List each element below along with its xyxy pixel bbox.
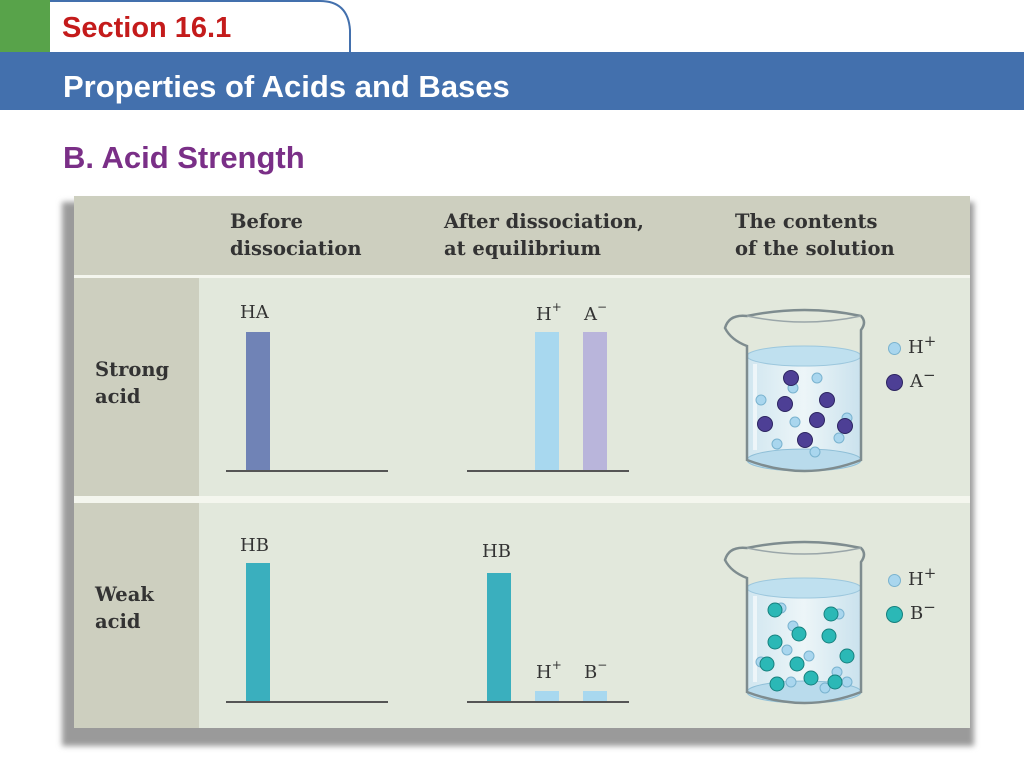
particle-a-minus-icon <box>886 373 903 391</box>
bar-hb-before <box>246 563 270 701</box>
species-label-a-minus: A− <box>584 300 608 325</box>
particle-b-minus <box>789 656 805 672</box>
particle-b-minus <box>803 670 819 686</box>
particle-h-plus-icon <box>888 573 901 587</box>
particle-h-plus <box>819 682 831 694</box>
title-bar <box>0 52 1024 110</box>
row-label-strong-acid: Strong acid <box>95 358 170 408</box>
column-header-contents: The contents of the solution <box>735 210 895 260</box>
header-band <box>74 196 970 275</box>
row-label-weak-acid: Weak acid <box>95 583 154 633</box>
particle-a-minus <box>837 418 853 434</box>
particle-a-minus <box>757 416 773 432</box>
species-label-ha: HA <box>240 302 269 323</box>
particle-b-minus-icon <box>886 605 903 623</box>
species-label-b-minus: B− <box>584 658 608 683</box>
baseline-strong-after <box>467 470 629 472</box>
particle-h-plus <box>781 644 793 656</box>
section-number: Section 16.1 <box>62 12 232 44</box>
species-label-h-plus: H+ <box>536 300 562 325</box>
particle-b-minus <box>767 634 783 650</box>
particle-h-plus <box>789 416 801 428</box>
particle-b-minus <box>791 626 807 642</box>
species-label-h-plus-weak: H+ <box>536 658 562 683</box>
legend-b-minus-weak: B− <box>886 598 936 624</box>
particle-b-minus <box>821 628 837 644</box>
particle-h-plus <box>755 394 767 406</box>
bar-ha-before <box>246 332 270 470</box>
column-header-before: Before dissociation <box>230 210 362 260</box>
particle-b-minus <box>823 606 839 622</box>
row-separator <box>74 496 970 503</box>
particle-b-minus <box>827 674 843 690</box>
particle-a-minus <box>797 432 813 448</box>
particle-h-plus <box>841 676 853 688</box>
legend-a-minus-strong: A− <box>886 366 936 392</box>
particle-h-plus <box>785 676 797 688</box>
particle-h-plus <box>771 438 783 450</box>
baseline-weak-after <box>467 701 629 703</box>
particle-h-plus <box>803 650 815 662</box>
particle-h-plus <box>809 446 821 458</box>
column-header-after: After dissociation, at equilibrium <box>444 210 644 260</box>
bar-a-minus-after <box>583 332 607 470</box>
species-label-hb-after: HB <box>482 541 511 562</box>
particle-a-minus <box>819 392 835 408</box>
slide-subtitle: B. Acid Strength <box>63 140 305 175</box>
legend-h-plus-strong: H+ <box>888 332 936 358</box>
beaker-weak-acid <box>723 540 866 705</box>
bar-hb-after <box>487 573 511 701</box>
page-title: Properties of Acids and Bases <box>63 69 510 104</box>
beaker-strong-acid <box>723 308 866 473</box>
row-label-cell-weak <box>74 503 199 728</box>
particle-b-minus <box>769 676 785 692</box>
particle-a-minus <box>783 370 799 386</box>
particle-a-minus <box>777 396 793 412</box>
particle-h-plus <box>833 432 845 444</box>
baseline-strong-before <box>226 470 388 472</box>
acid-strength-diagram: Before dissociation After dissociation, … <box>74 196 970 728</box>
section-color-tab <box>0 0 50 52</box>
particle-h-plus <box>811 372 823 384</box>
bar-h-plus-after <box>535 332 559 470</box>
particle-h-plus-icon <box>888 341 901 355</box>
section-tab-outline <box>50 0 351 52</box>
particle-a-minus <box>809 412 825 428</box>
bar-b-minus-weak <box>583 691 607 701</box>
particle-b-minus <box>759 656 775 672</box>
bar-h-plus-weak <box>535 691 559 701</box>
legend-h-plus-weak: H+ <box>888 564 936 590</box>
header-separator <box>74 275 970 278</box>
species-label-hb: HB <box>240 535 269 556</box>
row-label-cell-strong <box>74 278 199 496</box>
baseline-weak-before <box>226 701 388 703</box>
particle-b-minus <box>767 602 783 618</box>
particle-b-minus <box>839 648 855 664</box>
